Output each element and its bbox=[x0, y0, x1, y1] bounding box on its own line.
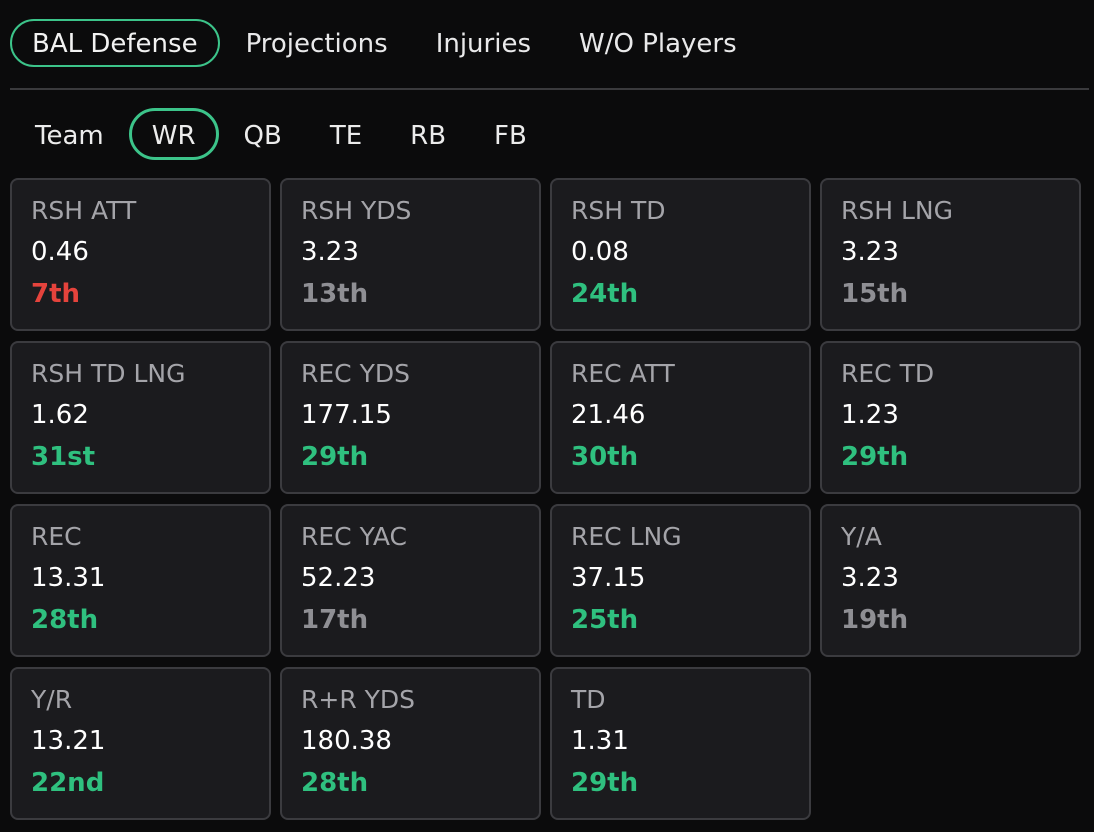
stat-value: 52.23 bbox=[301, 563, 376, 593]
stat-rank: 22nd bbox=[31, 768, 105, 798]
stat-value: 0.46 bbox=[31, 237, 89, 267]
stat-rank: 15th bbox=[841, 279, 909, 309]
stat-card-rsh-td: RSH TD 0.08 24th bbox=[550, 178, 811, 331]
stat-rank: 28th bbox=[31, 605, 99, 635]
position-tab-qb[interactable]: QB bbox=[243, 121, 282, 151]
stat-label: R+R YDS bbox=[301, 685, 416, 714]
stat-card-y-a: Y/A 3.23 19th bbox=[820, 504, 1081, 657]
stat-value: 1.23 bbox=[841, 400, 899, 430]
stat-label: RSH LNG bbox=[841, 196, 953, 225]
stat-rank: 28th bbox=[301, 768, 369, 798]
stat-label: REC ATT bbox=[571, 359, 675, 388]
stat-value: 21.46 bbox=[571, 400, 646, 430]
position-tab-team[interactable]: Team bbox=[35, 121, 104, 151]
stat-card-rsh-att: RSH ATT 0.46 7th bbox=[10, 178, 271, 331]
stat-value: 3.23 bbox=[301, 237, 359, 267]
stat-value: 1.62 bbox=[31, 400, 89, 430]
stat-label: RSH TD bbox=[571, 196, 666, 225]
stat-rank: 29th bbox=[571, 768, 639, 798]
stat-label: Y/R bbox=[31, 685, 73, 714]
stat-value: 1.31 bbox=[571, 726, 629, 756]
tab-wo-players[interactable]: W/O Players bbox=[579, 29, 737, 59]
stat-rank: 7th bbox=[31, 279, 81, 309]
stat-card-td: TD 1.31 29th bbox=[550, 667, 811, 820]
stat-card-rec-yac: REC YAC 52.23 17th bbox=[280, 504, 541, 657]
stat-label: REC LNG bbox=[571, 522, 682, 551]
stat-value: 37.15 bbox=[571, 563, 646, 593]
stat-rank: 13th bbox=[301, 279, 369, 309]
stat-card-rsh-td-lng: RSH TD LNG 1.62 31st bbox=[10, 341, 271, 494]
stat-rank: 24th bbox=[571, 279, 639, 309]
stat-rank: 31st bbox=[31, 442, 96, 472]
top-tab-bar: BAL Defense Projections Injuries W/O Pla… bbox=[10, 19, 763, 67]
stat-value: 0.08 bbox=[571, 237, 629, 267]
stat-card-rsh-lng: RSH LNG 3.23 15th bbox=[820, 178, 1081, 331]
position-tab-bar: Team WR QB TE RB FB bbox=[12, 108, 552, 160]
tab-injuries[interactable]: Injuries bbox=[435, 29, 531, 59]
stat-value: 3.23 bbox=[841, 563, 899, 593]
stat-label: RSH ATT bbox=[31, 196, 137, 225]
stat-card-rsh-yds: RSH YDS 3.23 13th bbox=[280, 178, 541, 331]
stat-label: Y/A bbox=[841, 522, 882, 551]
position-tab-wr[interactable]: WR bbox=[128, 108, 219, 160]
stat-rank: 17th bbox=[301, 605, 369, 635]
stat-label: TD bbox=[571, 685, 606, 714]
stat-label: RSH YDS bbox=[301, 196, 412, 225]
stat-card-rec-att: REC ATT 21.46 30th bbox=[550, 341, 811, 494]
position-tab-fb[interactable]: FB bbox=[494, 121, 527, 151]
stat-card-rec-lng: REC LNG 37.15 25th bbox=[550, 504, 811, 657]
stat-card-rr-yds: R+R YDS 180.38 28th bbox=[280, 667, 541, 820]
stat-card-grid: RSH ATT 0.46 7th RSH YDS 3.23 13th RSH T… bbox=[10, 178, 1081, 820]
stat-label: REC YDS bbox=[301, 359, 410, 388]
stat-rank: 25th bbox=[571, 605, 639, 635]
tab-projections[interactable]: Projections bbox=[245, 29, 388, 59]
position-tab-te[interactable]: TE bbox=[329, 121, 363, 151]
stat-rank: 19th bbox=[841, 605, 909, 635]
stat-card-rec: REC 13.31 28th bbox=[10, 504, 271, 657]
tab-bal-defense[interactable]: BAL Defense bbox=[10, 19, 220, 67]
position-tab-rb[interactable]: RB bbox=[410, 121, 447, 151]
stat-label: REC bbox=[31, 522, 82, 551]
stat-label: RSH TD LNG bbox=[31, 359, 186, 388]
stat-label: REC TD bbox=[841, 359, 935, 388]
stat-value: 13.31 bbox=[31, 563, 106, 593]
stat-value: 3.23 bbox=[841, 237, 899, 267]
stat-rank: 29th bbox=[301, 442, 369, 472]
stat-label: REC YAC bbox=[301, 522, 408, 551]
stat-card-rec-yds: REC YDS 177.15 29th bbox=[280, 341, 541, 494]
stat-card-y-r: Y/R 13.21 22nd bbox=[10, 667, 271, 820]
stat-value: 180.38 bbox=[301, 726, 392, 756]
stat-card-rec-td: REC TD 1.23 29th bbox=[820, 341, 1081, 494]
stat-rank: 30th bbox=[571, 442, 639, 472]
stat-rank: 29th bbox=[841, 442, 909, 472]
stat-value: 177.15 bbox=[301, 400, 392, 430]
stat-value: 13.21 bbox=[31, 726, 106, 756]
tab-divider bbox=[10, 88, 1089, 90]
